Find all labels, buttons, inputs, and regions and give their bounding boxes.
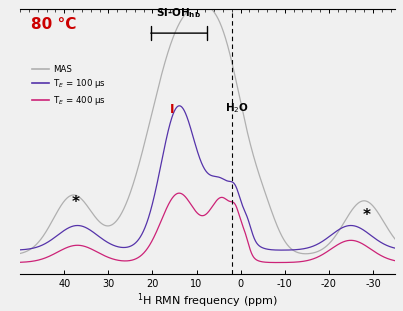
Text: I: I <box>170 103 174 116</box>
Text: Si-OH$_{\mathregular{hb}}$: Si-OH$_{\mathregular{hb}}$ <box>156 6 202 20</box>
Text: *: * <box>362 208 370 223</box>
Text: H$_2$O: H$_2$O <box>225 101 249 115</box>
Legend: MAS, T$_E$ = 100 μs, T$_E$ = 400 μs: MAS, T$_E$ = 100 μs, T$_E$ = 400 μs <box>28 61 110 110</box>
Text: 80 °C: 80 °C <box>31 17 77 32</box>
X-axis label: $^{1}$H RMN frequency (ppm): $^{1}$H RMN frequency (ppm) <box>137 291 278 310</box>
Text: *: * <box>71 195 79 210</box>
